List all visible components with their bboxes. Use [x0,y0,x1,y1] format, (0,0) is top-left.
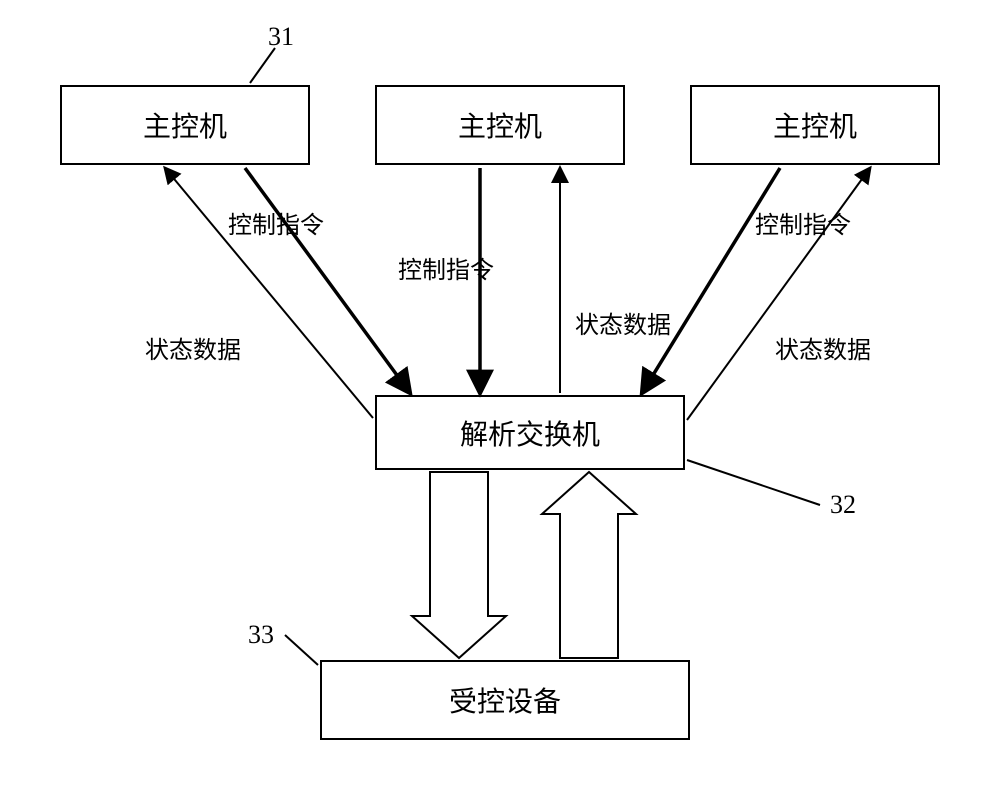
label-h2-state: 状态数据 [575,305,671,340]
label-h1-state: 状态数据 [145,330,241,365]
leader-33 [285,635,318,665]
label-h3-state: 状态数据 [775,330,871,365]
arrow-h3-ctrl [642,168,780,393]
box-host2: 主控机 [375,85,625,165]
box-switch-label: 解析交换机 [460,413,600,453]
box-device-label: 受控设备 [449,680,561,720]
ref-32: 32 [830,490,856,520]
ref-31: 31 [268,22,294,52]
box-host1-label: 主控机 [143,105,227,145]
label-h1-ctrl: 控制指令 [228,205,324,240]
leader-32 [687,460,820,505]
diagram-canvas: 主控机 主控机 主控机 解析交换机 受控设备 31 32 33 控制指令 状态数… [0,0,1000,792]
arrow-h1-ctrl [245,168,410,393]
label-block-ctrl: 控制指令 [444,490,479,594]
box-switch: 解析交换机 [375,395,685,470]
box-host1: 主控机 [60,85,310,165]
box-host3-label: 主控机 [773,105,857,145]
box-host3: 主控机 [690,85,940,165]
label-h3-ctrl: 控制指令 [755,205,851,240]
label-h2-ctrl: 控制指令 [398,250,494,285]
box-host2-label: 主控机 [458,105,542,145]
box-device: 受控设备 [320,660,690,740]
label-block-state: 状态数据 [574,520,609,624]
leader-31 [250,48,275,83]
ref-33: 33 [248,620,274,650]
